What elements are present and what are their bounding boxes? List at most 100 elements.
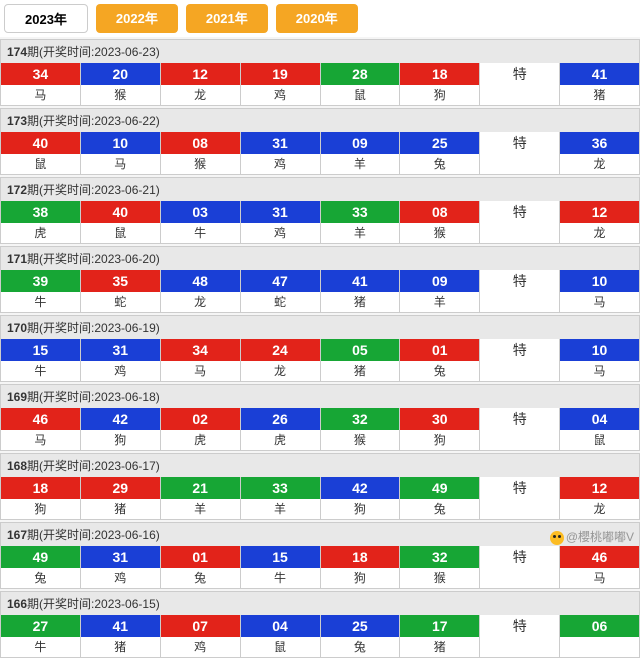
ball-zodiac: 猪 — [80, 637, 160, 657]
ball-number: 17 — [399, 615, 479, 637]
ball-number: 41 — [320, 270, 400, 292]
ball-number: 01 — [160, 546, 240, 568]
ball-zodiac: 马 — [160, 361, 240, 381]
ball-zodiac: 鸡 — [240, 154, 320, 174]
ball-number: 01 — [399, 339, 479, 361]
ball-number: 18 — [399, 63, 479, 85]
ball-number: 39 — [1, 270, 80, 292]
ball-number: 06 — [559, 615, 639, 637]
ball-zodiac: 马 — [559, 568, 639, 588]
ball-zodiac: 鸡 — [80, 568, 160, 588]
ball-zodiac: 鸡 — [160, 637, 240, 657]
zodiac-empty — [479, 223, 559, 243]
ball-zodiac: 鼠 — [559, 430, 639, 450]
year-tab[interactable]: 2022年 — [96, 4, 178, 33]
ball-number: 04 — [559, 408, 639, 430]
year-tab[interactable]: 2020年 — [276, 4, 358, 33]
ball-zodiac: 猴 — [80, 85, 160, 105]
ball-zodiac: 羊 — [320, 223, 400, 243]
ball-number: 10 — [80, 132, 160, 154]
ball-number: 07 — [160, 615, 240, 637]
ball-number: 12 — [160, 63, 240, 85]
zodiac-empty — [479, 85, 559, 105]
zodiac-empty — [479, 499, 559, 519]
ball-zodiac: 兔 — [160, 568, 240, 588]
ball-zodiac: 羊 — [160, 499, 240, 519]
ball-number: 28 — [320, 63, 400, 85]
special-label: 特 — [479, 63, 559, 85]
year-tab[interactable]: 2023年 — [4, 4, 88, 33]
special-label: 特 — [479, 546, 559, 568]
ball-number: 21 — [160, 477, 240, 499]
ball-number: 24 — [240, 339, 320, 361]
ball-number: 42 — [80, 408, 160, 430]
special-label: 特 — [479, 132, 559, 154]
period-block: 172期(开奖时间:2023-06-21)384003313308特12虎鼠牛鸡… — [0, 177, 640, 244]
ball-number: 15 — [1, 339, 80, 361]
zodiac-empty — [479, 568, 559, 588]
ball-zodiac: 猪 — [399, 637, 479, 657]
ball-zodiac: 牛 — [160, 223, 240, 243]
ball-zodiac: 牛 — [1, 637, 80, 657]
ball-number: 32 — [399, 546, 479, 568]
ball-zodiac: 虎 — [160, 430, 240, 450]
special-label: 特 — [479, 339, 559, 361]
ball-zodiac: 鼠 — [80, 223, 160, 243]
zodiac-empty — [479, 430, 559, 450]
ball-number: 05 — [320, 339, 400, 361]
ball-zodiac: 牛 — [1, 292, 80, 312]
ball-zodiac: 蛇 — [240, 292, 320, 312]
ball-number: 02 — [160, 408, 240, 430]
ball-number: 36 — [559, 132, 639, 154]
ball-number: 27 — [1, 615, 80, 637]
ball-zodiac: 狗 — [399, 430, 479, 450]
ball-zodiac: 牛 — [1, 361, 80, 381]
ball-number: 31 — [240, 132, 320, 154]
period-block: 170期(开奖时间:2023-06-19)153134240501特10牛鸡马龙… — [0, 315, 640, 382]
period-header: 174期(开奖时间:2023-06-23) — [1, 40, 639, 63]
ball-zodiac: 龙 — [559, 499, 639, 519]
ball-number: 38 — [1, 201, 80, 223]
ball-number: 33 — [320, 201, 400, 223]
ball-zodiac: 龙 — [559, 154, 639, 174]
ball-number: 25 — [320, 615, 400, 637]
ball-number: 46 — [559, 546, 639, 568]
ball-zodiac: 猴 — [160, 154, 240, 174]
ball-zodiac: 马 — [1, 85, 80, 105]
ball-zodiac: 鸡 — [240, 223, 320, 243]
ball-zodiac: 狗 — [399, 85, 479, 105]
ball-number: 10 — [559, 339, 639, 361]
ball-zodiac: 猪 — [320, 361, 400, 381]
ball-zodiac: 猴 — [399, 223, 479, 243]
ball-number: 03 — [160, 201, 240, 223]
period-header: 170期(开奖时间:2023-06-19) — [1, 316, 639, 339]
ball-zodiac: 龙 — [160, 292, 240, 312]
ball-number: 09 — [320, 132, 400, 154]
year-tabs: 2023年 2022年 2021年 2020年 — [0, 0, 640, 37]
zodiac-empty — [479, 637, 559, 657]
ball-number: 04 — [240, 615, 320, 637]
ball-number: 20 — [80, 63, 160, 85]
ball-zodiac: 龙 — [559, 223, 639, 243]
ball-zodiac: 狗 — [1, 499, 80, 519]
ball-zodiac: 蛇 — [80, 292, 160, 312]
period-block: 168期(开奖时间:2023-06-17)182921334249特12狗猪羊羊… — [0, 453, 640, 520]
period-block: 171期(开奖时间:2023-06-20)393548474109特10牛蛇龙蛇… — [0, 246, 640, 313]
ball-zodiac: 兔 — [320, 637, 400, 657]
ball-number: 35 — [80, 270, 160, 292]
ball-zodiac: 虎 — [240, 430, 320, 450]
ball-zodiac: 兔 — [399, 361, 479, 381]
period-block: 166期(开奖时间:2023-06-15)274107042517特06牛猪鸡鼠… — [0, 591, 640, 658]
ball-zodiac: 猪 — [320, 292, 400, 312]
zodiac-empty — [479, 361, 559, 381]
ball-zodiac: 羊 — [399, 292, 479, 312]
year-tab[interactable]: 2021年 — [186, 4, 268, 33]
ball-number: 29 — [80, 477, 160, 499]
ball-number: 08 — [160, 132, 240, 154]
ball-zodiac: 狗 — [320, 499, 400, 519]
zodiac-empty — [479, 292, 559, 312]
period-header: 168期(开奖时间:2023-06-17) — [1, 454, 639, 477]
ball-number: 31 — [240, 201, 320, 223]
ball-zodiac: 马 — [559, 292, 639, 312]
ball-number: 34 — [1, 63, 80, 85]
